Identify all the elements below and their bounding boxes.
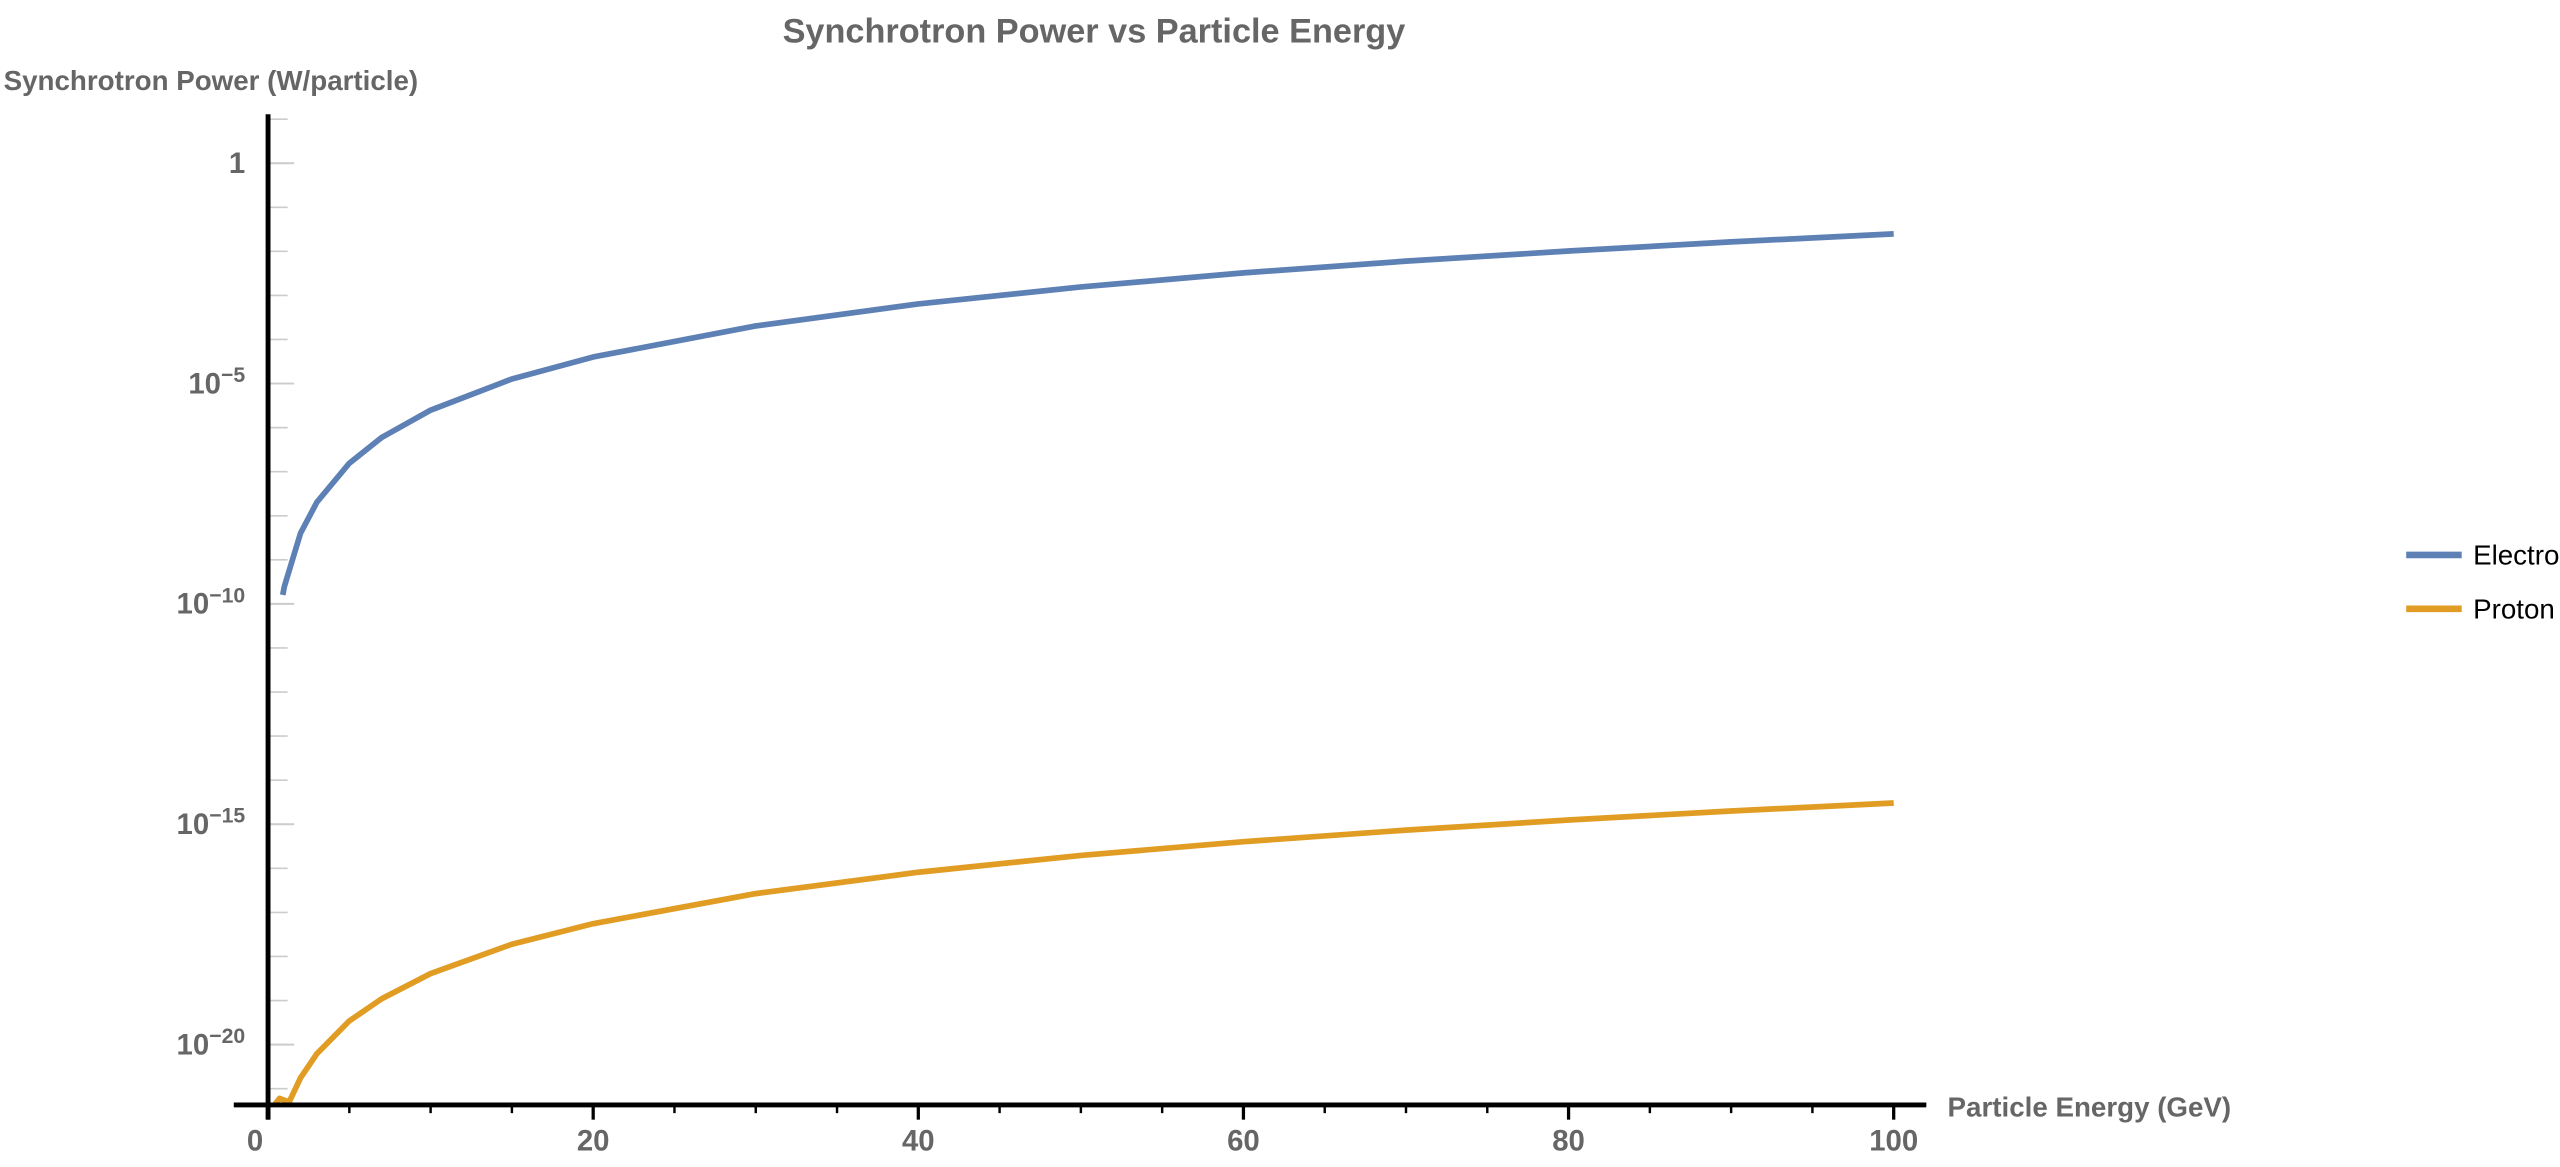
chart-title: Synchrotron Power vs Particle Energy [783, 12, 1406, 50]
y-axis-label: Synchrotron Power (W/particle) [4, 65, 419, 96]
legend-label-electron: Electron [2473, 540, 2560, 571]
y-tick-label: 10−5 [188, 364, 245, 400]
y-tick-label: 10−20 [177, 1025, 246, 1061]
y-tick-label: 10−15 [177, 805, 246, 841]
series-lines [272, 231, 1894, 1105]
x-axis-label: Particle Energy (GeV) [1948, 1091, 2232, 1122]
series-line-electron [279, 231, 1894, 596]
legend: Electron Proton [2406, 540, 2560, 625]
x-tick-label: 40 [902, 1125, 935, 1158]
y-tick-label: 1 [229, 147, 245, 180]
x-ticks: 0 20 40 60 80 100 [247, 1104, 1918, 1158]
x-tick-label: 100 [1869, 1125, 1918, 1158]
series-line-proton [272, 800, 1894, 1105]
y-ticks: 1 10−5 10−10 10−15 10−20 [177, 118, 295, 1090]
y-tick-label: 10−10 [177, 584, 246, 620]
legend-label-proton: Proton [2473, 594, 2555, 625]
legend-item-proton: Proton [2406, 594, 2555, 625]
x-tick-label: 60 [1227, 1125, 1260, 1158]
x-tick-label: 0 [247, 1125, 263, 1158]
x-tick-label: 20 [577, 1125, 610, 1158]
x-tick-label: 80 [1552, 1125, 1585, 1158]
legend-item-electron: Electron [2406, 540, 2560, 571]
